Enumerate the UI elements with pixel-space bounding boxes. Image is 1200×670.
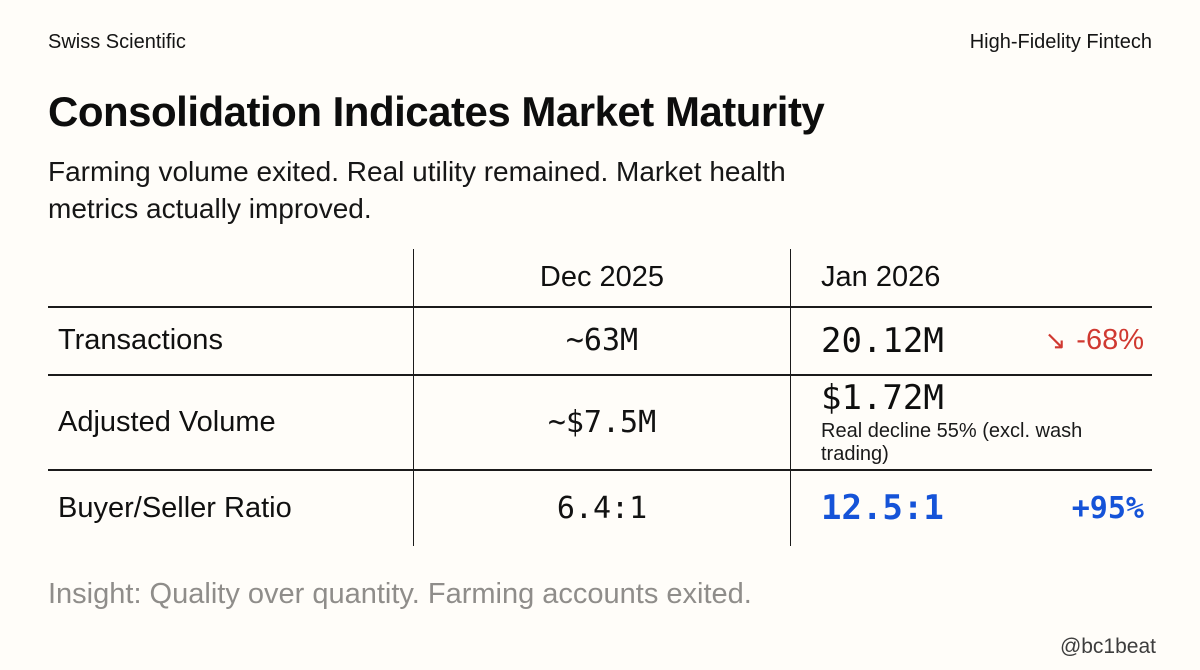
subtitle: Farming volume exited. Real utility rema… [48, 154, 1152, 228]
header-cell-jan-2026: Jan 2026 [790, 248, 1152, 306]
transactions-jan-value: 20.12M [821, 320, 944, 361]
subtitle-line-1: Farming volume exited. Real utility rema… [48, 156, 786, 187]
brand-left: Swiss Scientific [48, 31, 186, 53]
buyer-seller-dec-value: 6.4:1 [413, 470, 790, 546]
transactions-dec-value: ~63M [413, 307, 790, 374]
buyer-seller-jan-value: 12.5:1 [821, 488, 944, 529]
adjusted-volume-dec-value: ~$7.5M [413, 375, 790, 469]
buyer-seller-jan-cell: 12.5:1 +95% [790, 470, 1152, 546]
decline-arrow-icon: ↘ [1044, 325, 1067, 356]
row-label-transactions: Transactions [58, 324, 223, 357]
adjusted-volume-jan-note: Real decline 55% (excl. wash trading) [821, 420, 1083, 466]
table-row-adjusted-volume: Adjusted Volume ~$7.5M $1.72M Real decli… [48, 373, 1152, 469]
insight-text: Insight: Quality over quantity. Farming … [48, 577, 752, 610]
table-row-buyer-seller-ratio: Buyer/Seller Ratio 6.4:1 12.5:1 +95% [48, 468, 1152, 546]
transactions-change-badge: ↘ -68% [1045, 324, 1145, 357]
row-label-buyer-seller-ratio: Buyer/Seller Ratio [58, 491, 292, 524]
row-label-adjusted-volume: Adjusted Volume [58, 405, 276, 438]
transactions-jan-cell: 20.12M ↘ -68% [790, 307, 1152, 374]
buyer-seller-change-value: +95% [1071, 490, 1144, 526]
transactions-change-value: -68% [1076, 324, 1144, 357]
metrics-table: Dec 2025 Jan 2026 Transactions ~63M 20.1… [48, 248, 1152, 546]
table-header-row: Dec 2025 Jan 2026 [48, 248, 1152, 306]
watermark-handle: @bc1beat [1059, 635, 1156, 658]
table-row-transactions: Transactions ~63M 20.12M ↘ -68% [48, 305, 1152, 374]
top-bar: Swiss Scientific High-Fidelity Fintech [48, 0, 1152, 54]
page-title: Consolidation Indicates Market Maturity [48, 88, 825, 135]
brand-right: High-Fidelity Fintech [969, 31, 1152, 53]
adjusted-volume-jan-value: $1.72M [821, 378, 944, 419]
subtitle-line-2: metrics actually improved. [48, 192, 372, 224]
adjusted-volume-jan-cell: $1.72M Real decline 55% (excl. wash trad… [790, 375, 1152, 469]
header-cell-blank [48, 249, 413, 306]
header-cell-dec-2025: Dec 2025 [413, 248, 790, 306]
